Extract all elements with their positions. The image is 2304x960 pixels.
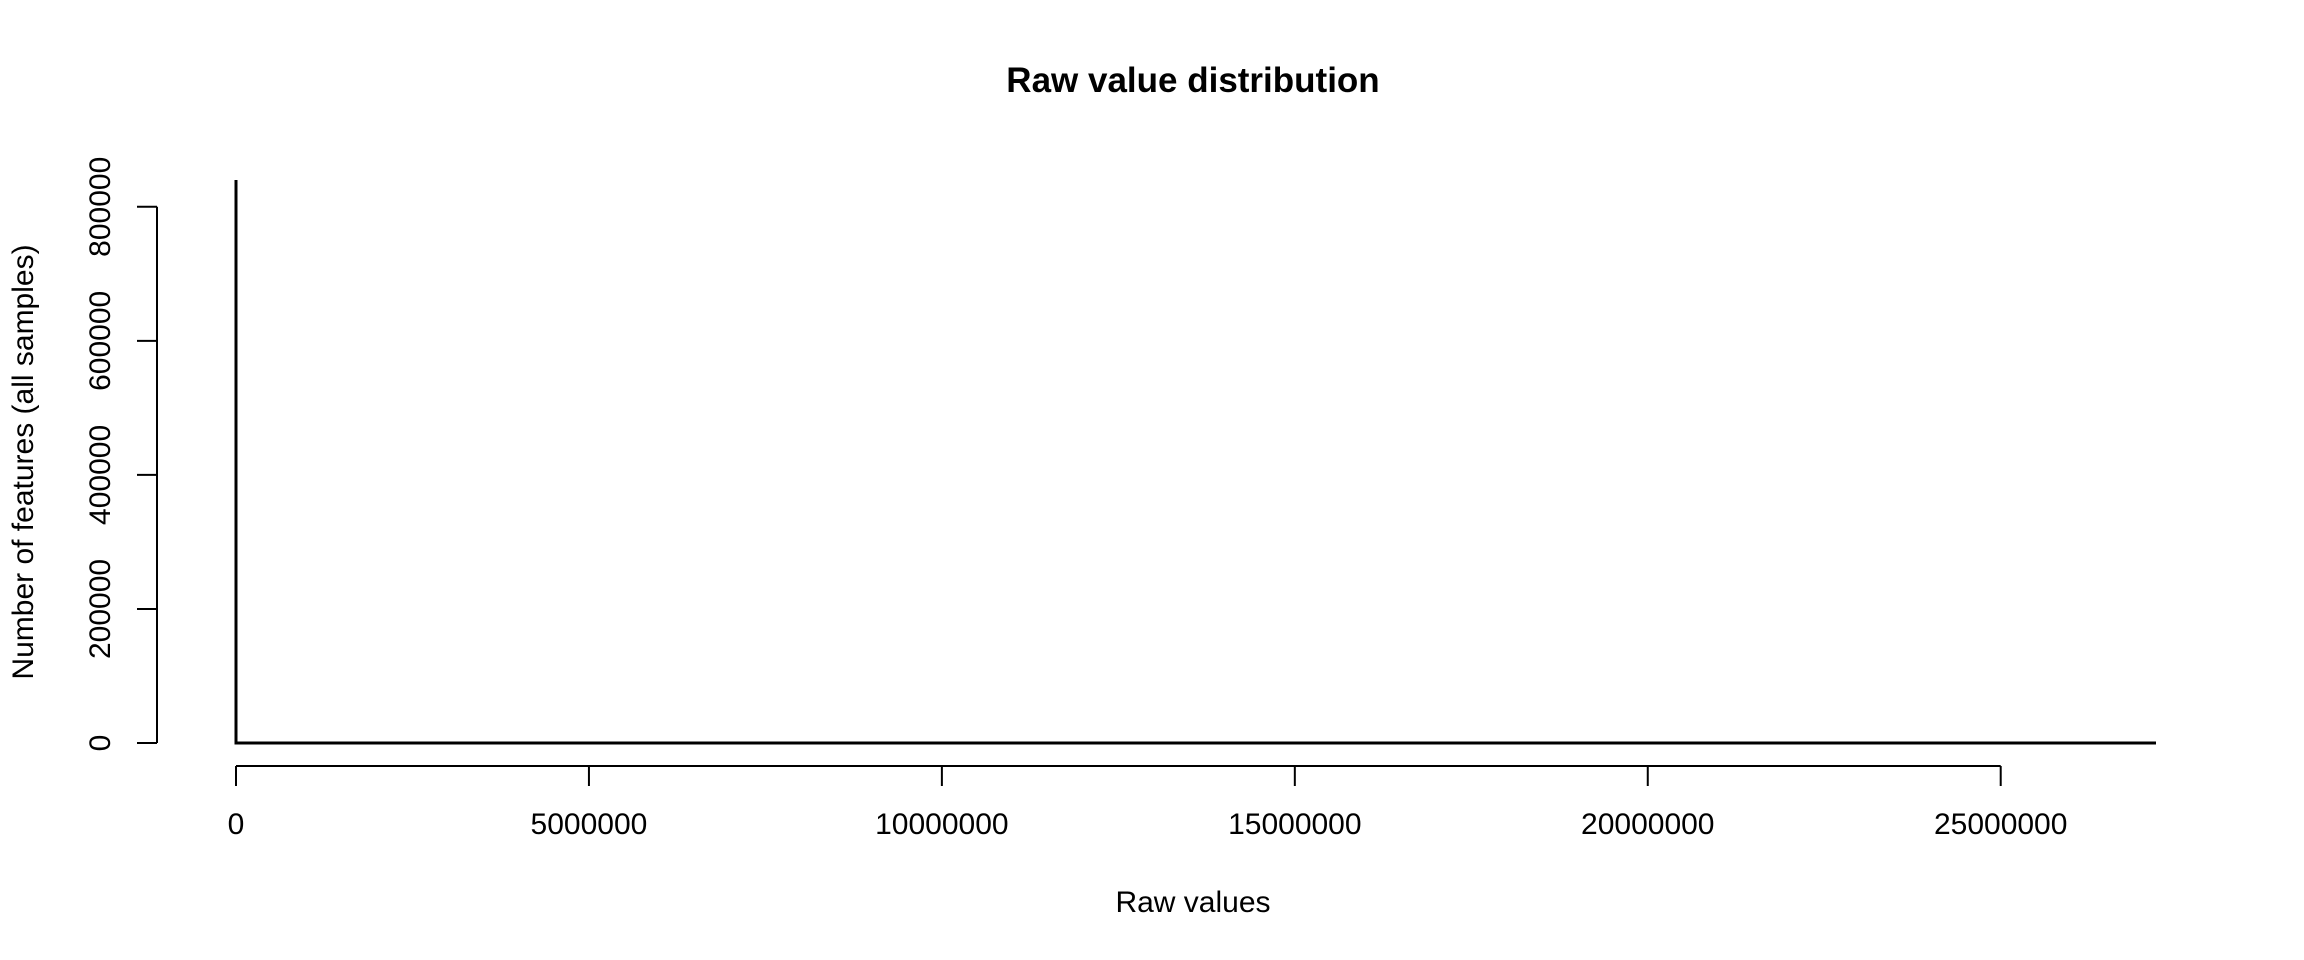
x-tick-label: 5000000 [531,808,648,841]
x-axis: 0 5000000 10000000 15000000 20000000 25000000 [228,765,2067,841]
y-tick-label: 0 [84,735,117,752]
chart-title: Raw value distribution [1006,61,1379,100]
y-tick-label: 200000 [84,559,117,659]
x-axis-label: Raw values [1115,886,1270,919]
x-tick-label: 20000000 [1581,808,1714,841]
y-tick-label: 600000 [84,291,117,391]
y-tick-label: 800000 [84,157,117,257]
x-tick-label: 25000000 [1934,808,2067,841]
distribution-line [234,180,2156,745]
plot-area [234,180,2156,745]
x-tick-label: 0 [228,808,245,841]
y-tick-label: 400000 [84,425,117,525]
y-axis-label: Number of features (all samples) [7,244,40,679]
x-tick-label: 10000000 [875,808,1008,841]
x-tick-label: 15000000 [1228,808,1361,841]
y-axis: 0 200000 400000 600000 800000 [84,157,158,752]
